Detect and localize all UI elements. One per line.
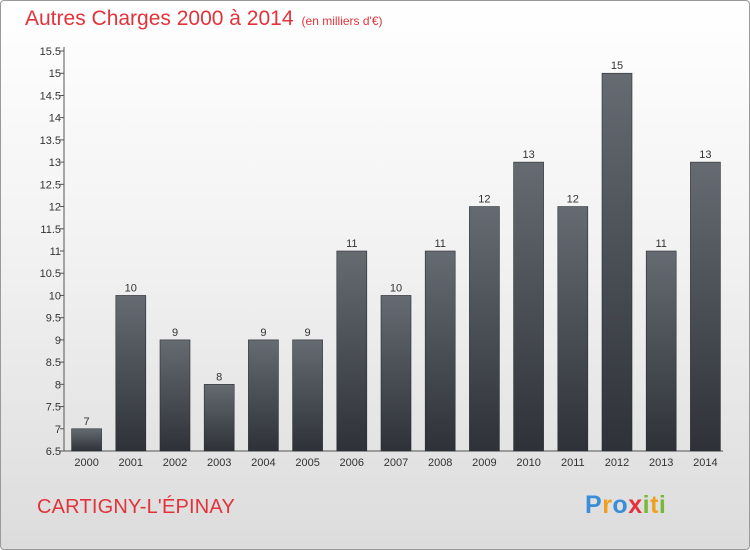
x-tick-label: 2009 [472, 457, 496, 469]
bar-2000 [71, 428, 102, 452]
value-label: 13 [522, 149, 534, 161]
x-tick-label: 2013 [649, 457, 673, 469]
value-label: 9 [172, 327, 178, 339]
y-tick-label: 14 [49, 113, 61, 125]
bar-2005 [292, 339, 323, 452]
value-label: 11 [346, 238, 357, 250]
x-tick-label: 2007 [384, 457, 408, 469]
bar-2008 [424, 250, 456, 452]
chart-subtitle: (en milliers d'€) [301, 14, 383, 28]
logo-letter: r [602, 491, 613, 519]
x-tick-label: 2002 [163, 457, 187, 469]
value-label: 11 [434, 238, 445, 250]
commune-name: CARTIGNY-L'ÉPINAY [37, 496, 236, 518]
x-tick-label: 2008 [428, 457, 452, 469]
value-label: 7 [84, 416, 90, 428]
value-label: 15 [611, 60, 623, 72]
y-tick-label: 11 [50, 246, 61, 258]
y-tick-label: 15 [49, 68, 61, 80]
y-tick-label: 14.5 [40, 90, 61, 102]
bar-2011 [557, 206, 589, 452]
y-tick-label: 12.5 [40, 179, 61, 191]
y-tick-label: 7.5 [46, 402, 61, 414]
x-tick-label: 2004 [251, 457, 275, 469]
bar-2012 [601, 72, 633, 452]
chart-title: Autres Charges 2000 à 2014 [25, 7, 294, 30]
value-label: 8 [216, 371, 222, 383]
y-tick-label: 13.5 [40, 135, 61, 147]
y-tick-label: 11.5 [40, 224, 61, 236]
logo-letter: t [650, 491, 659, 519]
title-line: Autres Charges 2000 à 2014 (en milliers d… [25, 7, 383, 31]
y-tick-label: 10.5 [40, 268, 61, 280]
x-tick-label: 2003 [207, 457, 231, 469]
y-tick-label: 8.5 [46, 357, 61, 369]
logo-letter: P [585, 491, 603, 519]
bar-2003 [203, 384, 235, 452]
value-label: 10 [125, 282, 137, 294]
y-tick-label: 6.5 [46, 446, 61, 458]
bar-2010 [513, 161, 544, 452]
value-label: 9 [305, 327, 311, 339]
value-label: 13 [699, 149, 711, 161]
x-tick-label: 2005 [295, 457, 319, 469]
value-label: 12 [478, 194, 490, 206]
x-tick-label: 2000 [74, 457, 98, 469]
value-label: 10 [390, 282, 402, 294]
bar-2006 [336, 250, 368, 452]
bar-2007 [380, 295, 412, 452]
bar-2004 [248, 339, 279, 452]
bar-2002 [159, 339, 191, 452]
value-label: 11 [655, 238, 666, 250]
y-tick-label: 15.5 [40, 46, 61, 58]
value-label: 9 [260, 327, 266, 339]
y-tick-label: 13 [49, 157, 61, 169]
x-tick-label: 2001 [119, 457, 143, 469]
value-label: 12 [567, 194, 579, 206]
logo-letter: i [658, 491, 667, 519]
logo-letter: o [612, 491, 629, 519]
x-tick-label: 2014 [693, 457, 717, 469]
y-tick-label: 9.5 [46, 313, 61, 325]
bar-2013 [645, 250, 677, 452]
y-tick-label: 9 [55, 335, 61, 347]
proxiti-logo: Proxiti [585, 491, 666, 520]
logo-letter: x [628, 491, 643, 519]
y-tick-label: 8 [55, 379, 61, 391]
y-tick-label: 7 [55, 424, 61, 436]
y-tick-label: 10 [49, 290, 61, 302]
y-tick-label: 12 [49, 202, 61, 214]
bar-2001 [115, 295, 147, 452]
bar-2009 [469, 206, 500, 452]
bar-2014 [690, 161, 721, 452]
x-tick-label: 2010 [516, 457, 540, 469]
logo-letter: i [642, 491, 651, 519]
bars: 7 10 9 8 9 9 11 10 11 12 13 12 15 11 13 [71, 60, 721, 452]
x-tick-label: 2011 [561, 457, 585, 469]
x-tick-label: 2012 [605, 457, 629, 469]
x-tick-label: 2006 [340, 457, 364, 469]
